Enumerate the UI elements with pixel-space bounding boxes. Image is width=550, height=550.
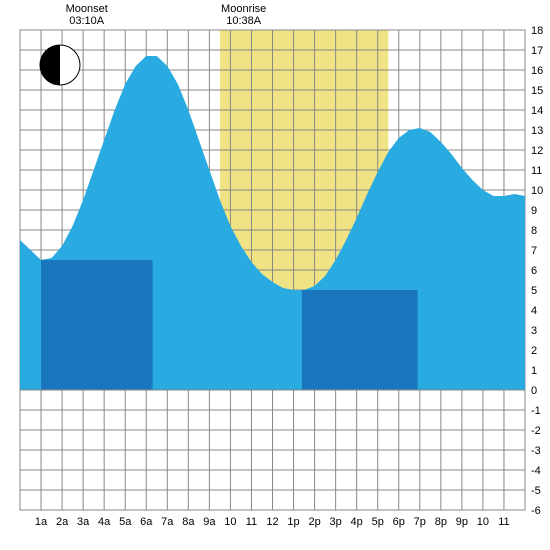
x-tick-label: 4a [98, 516, 111, 528]
y-tick-label: -2 [531, 425, 541, 437]
y-tick-label: 13 [531, 125, 543, 137]
x-tick-label: 1p [287, 516, 299, 528]
x-tick-label: 9p [456, 516, 468, 528]
y-tick-label: 6 [531, 265, 537, 277]
y-tick-label: 12 [531, 145, 543, 157]
moonset-label: Moonset [66, 3, 108, 15]
y-tick-label: -4 [531, 465, 541, 477]
x-tick-label: 5p [372, 516, 384, 528]
x-tick-label: 12 [266, 516, 278, 528]
y-tick-label: 18 [531, 25, 543, 37]
tide-band-1 [302, 290, 418, 390]
y-tick-label: 16 [531, 65, 543, 77]
x-tick-label: 10 [224, 516, 236, 528]
y-tick-label: 14 [531, 105, 543, 117]
tide-chart: -6-5-4-3-2-10123456789101112131415161718… [0, 0, 550, 550]
y-tick-label: -1 [531, 405, 541, 417]
x-tick-label: 1a [35, 516, 48, 528]
y-tick-label: 11 [531, 165, 542, 177]
y-tick-label: 8 [531, 225, 537, 237]
x-tick-label: 9a [203, 516, 216, 528]
y-tick-label: -5 [531, 485, 541, 497]
tide-band-0 [41, 260, 153, 390]
x-tick-label: 11 [498, 516, 509, 528]
x-tick-label: 5a [119, 516, 132, 528]
y-tick-label: -3 [531, 445, 541, 457]
y-tick-label: 3 [531, 325, 537, 337]
y-tick-label: 0 [531, 385, 537, 397]
x-tick-label: 3a [77, 516, 90, 528]
moonset-time: 03:10A [69, 15, 105, 27]
y-tick-label: 4 [531, 305, 537, 317]
x-tick-label: 4p [351, 516, 363, 528]
moonrise-label: Moonrise [221, 3, 266, 15]
y-tick-label: -6 [531, 505, 541, 517]
x-tick-label: 6p [393, 516, 405, 528]
x-tick-label: 6a [140, 516, 153, 528]
tide-chart-svg: -6-5-4-3-2-10123456789101112131415161718… [0, 0, 550, 550]
x-tick-label: 10 [477, 516, 489, 528]
moonrise-time: 10:38A [226, 15, 262, 27]
y-tick-label: 2 [531, 345, 537, 357]
y-tick-label: 10 [531, 185, 543, 197]
x-tick-label: 8a [182, 516, 195, 528]
y-tick-label: 7 [531, 245, 537, 257]
x-tick-label: 2p [308, 516, 320, 528]
x-tick-label: 7p [414, 516, 426, 528]
y-tick-label: 15 [531, 85, 543, 97]
y-tick-label: 1 [531, 365, 537, 377]
y-tick-label: 17 [531, 45, 543, 57]
x-tick-label: 7a [161, 516, 174, 528]
y-tick-label: 9 [531, 205, 537, 217]
x-tick-label: 8p [435, 516, 447, 528]
y-tick-label: 5 [531, 285, 537, 297]
x-tick-label: 11 [246, 516, 257, 528]
x-tick-label: 2a [56, 516, 69, 528]
x-tick-label: 3p [330, 516, 342, 528]
